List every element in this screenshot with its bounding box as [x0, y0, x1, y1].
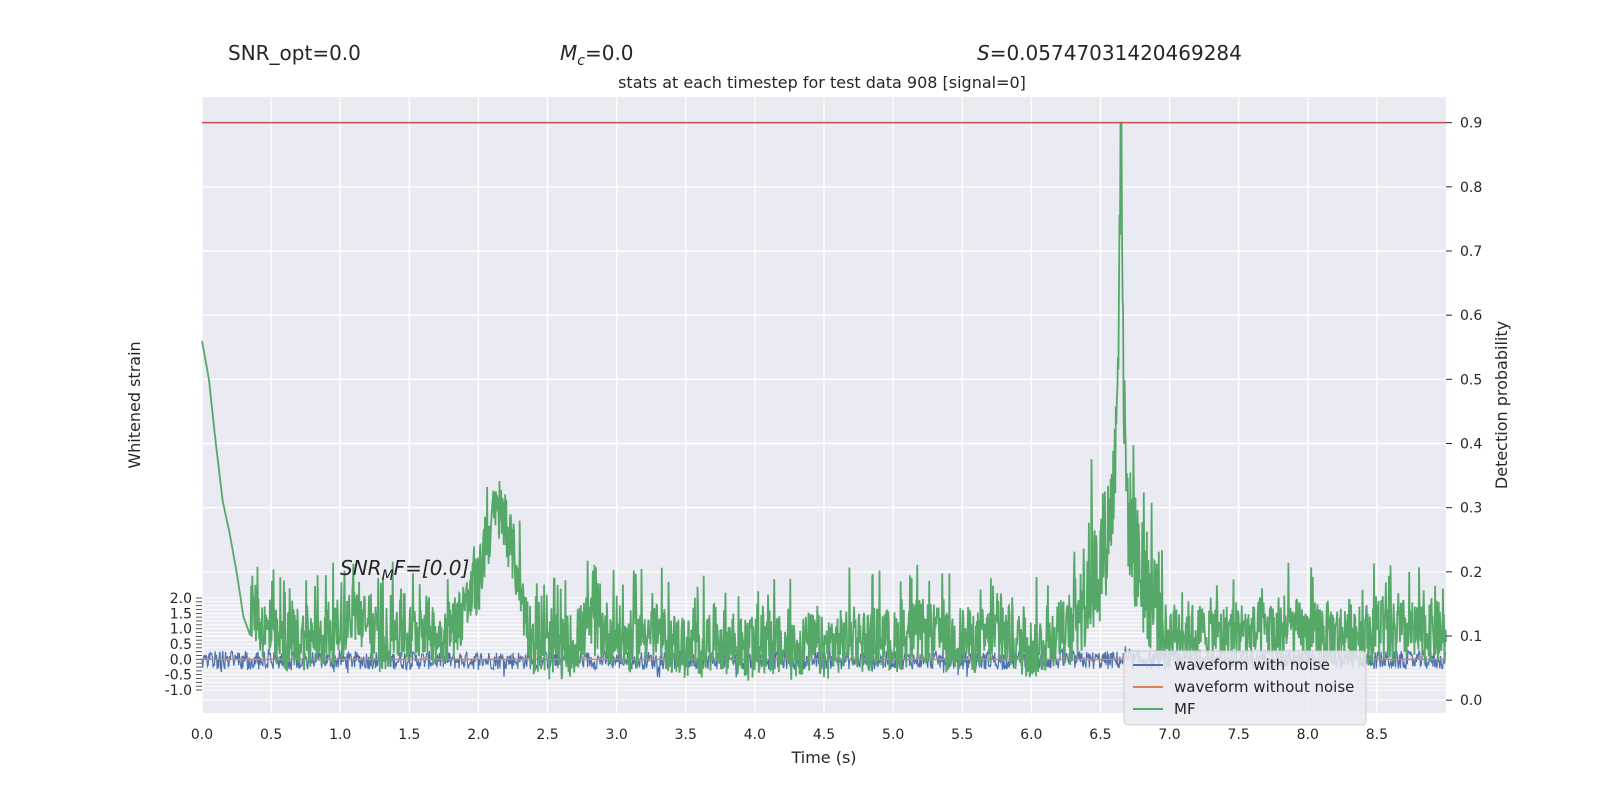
x-axis-label: Time (s) [790, 748, 856, 767]
chart-title: stats at each timestep for test data 908… [618, 73, 1026, 92]
right-tick-label: 0.9 [1460, 116, 1482, 132]
legend-label-mf: MF [1174, 700, 1196, 718]
x-tick-label: 2.5 [536, 727, 558, 743]
left-tick-label: 1.0 [170, 622, 192, 638]
right-tick-label: 0.5 [1460, 372, 1482, 388]
left-tick-label: -0.5 [165, 668, 192, 684]
x-tick-label: 6.5 [1089, 727, 1111, 743]
right-tick-label: 0.6 [1460, 308, 1482, 324]
left-tick-label: -1.0 [165, 683, 192, 699]
snr-mf-annotation: SNRMF=[0.0] [340, 556, 469, 584]
x-tick-label: 0.5 [260, 727, 282, 743]
x-tick-label: 0.0 [191, 727, 213, 743]
x-tick-label: 7.0 [1158, 727, 1180, 743]
right-tick-label: 0.2 [1460, 565, 1482, 581]
snr-opt-label: SNR_opt=0.0 [228, 41, 361, 65]
left-tick-label: 0.5 [170, 637, 192, 653]
legend-label-clean: waveform without noise [1174, 678, 1354, 696]
right-tick-label: 0.8 [1460, 180, 1482, 196]
x-tick-label: 8.0 [1297, 727, 1319, 743]
x-tick-label: 3.0 [606, 727, 628, 743]
mc-label: Mc=0.0 [560, 41, 634, 69]
left-tick-label: 1.5 [170, 606, 192, 622]
legend: waveform with noise waveform without noi… [1123, 650, 1367, 726]
right-tick-label: 0.4 [1460, 437, 1482, 453]
x-tick-label: 8.5 [1366, 727, 1388, 743]
x-tick-label: 4.0 [744, 727, 766, 743]
left-tick-label: 0.0 [170, 652, 192, 668]
x-tick-label: 2.0 [467, 727, 489, 743]
x-tick-label: 7.5 [1228, 727, 1250, 743]
right-tick-label: 0.1 [1460, 629, 1482, 645]
x-tick-label: 5.0 [882, 727, 904, 743]
legend-label-noise: waveform with noise [1174, 656, 1330, 674]
left-tick-label: 2.0 [170, 591, 192, 607]
left-y-axis-label: Whitened strain [125, 341, 144, 468]
right-y-axis-label: Detection probability [1492, 321, 1511, 489]
x-tick-label: 4.5 [813, 727, 835, 743]
s-label: S=0.05747031420469284 [977, 41, 1242, 65]
right-tick-label: 0.3 [1460, 501, 1482, 517]
x-tick-label: 1.5 [398, 727, 420, 743]
right-tick-label: 0.7 [1460, 244, 1482, 260]
mf-line [201, 121, 1447, 681]
x-tick-label: 6.0 [1020, 727, 1042, 743]
right-tick-label: 0.0 [1460, 693, 1482, 709]
x-tick-label: 3.5 [675, 727, 697, 743]
x-tick-label: 5.5 [951, 727, 973, 743]
right-axis-ticks: 0.0 0.1 0.2 0.3 0.4 0.5 0.6 0.7 0.8 0.9 [1446, 116, 1482, 709]
legend-box [1123, 650, 1367, 726]
x-axis-ticks: 0.0 0.5 1.0 1.5 2.0 2.5 3.0 3.5 4.0 4.5 5.0 5.5 6.0 6… [191, 727, 1388, 743]
x-tick-label: 1.0 [329, 727, 351, 743]
